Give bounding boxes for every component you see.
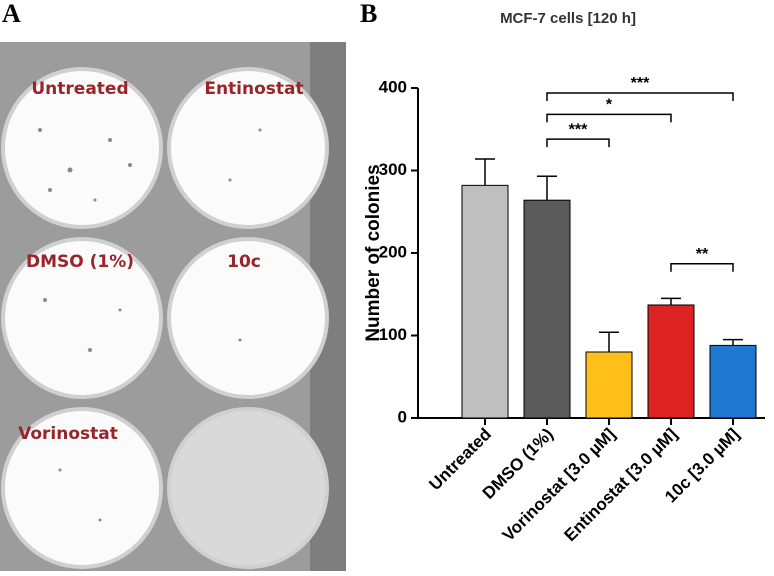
significance-bracket xyxy=(546,113,672,123)
bar xyxy=(523,199,571,419)
y-tick-label: 0 xyxy=(398,407,407,426)
plate-photo xyxy=(0,42,346,571)
chart-title: MCF-7 cells [120 h] xyxy=(500,10,636,27)
significance-label: ** xyxy=(696,246,709,263)
significance-bracket xyxy=(546,138,610,148)
y-tick-label: 200 xyxy=(379,242,407,261)
bar xyxy=(461,184,509,419)
well-label: Vorinostat xyxy=(18,424,118,444)
well-label: DMSO (1%) xyxy=(26,252,134,272)
x-tick-label: Entinostat [3.0 µM] xyxy=(560,425,681,546)
bar xyxy=(585,351,633,419)
y-tick-label: 400 xyxy=(379,77,407,96)
significance-bracket xyxy=(546,92,734,101)
significance-label: * xyxy=(606,97,613,114)
significance-bracket xyxy=(670,262,734,272)
panel-label: B xyxy=(360,0,377,28)
bar xyxy=(647,304,695,419)
y-tick-label: 100 xyxy=(379,325,407,344)
bar xyxy=(709,344,757,419)
x-tick-label: Vorinostat [3.0 µM] xyxy=(499,425,619,545)
significance-label: *** xyxy=(569,121,588,138)
well-label: Untreated xyxy=(31,79,128,99)
well-label: Entinostat xyxy=(204,79,303,99)
y-axis-label: Number of colonies xyxy=(363,164,384,341)
significance-label: *** xyxy=(631,75,650,92)
y-tick-label: 300 xyxy=(379,160,407,179)
panel-label: A xyxy=(2,0,21,28)
well-label: 10c xyxy=(227,252,261,272)
